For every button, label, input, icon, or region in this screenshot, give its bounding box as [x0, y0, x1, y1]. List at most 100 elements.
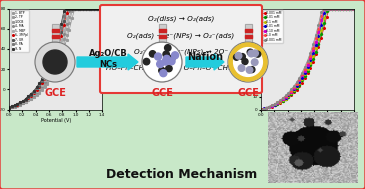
6- 3MPpl [32, 92, 36, 94]
0.001 mM [319, 11, 323, 13]
7- GR [48, 64, 53, 67]
8- PA [70, 7, 74, 10]
2- TP [15, 105, 19, 107]
0.001 mM [275, 103, 280, 105]
0.01 mM [333, 7, 337, 10]
5- MEP [56, 48, 61, 51]
7- GR [89, 7, 93, 10]
0.01 mM [294, 85, 299, 87]
1- BTP [67, 28, 72, 31]
4- MA [29, 95, 33, 98]
0.01 mM [308, 59, 312, 62]
Line: 5- MEP: 5- MEP [8, 8, 103, 108]
2- TP [53, 65, 58, 68]
1- BTP [87, 7, 91, 10]
9- N [37, 82, 42, 84]
0.1 mM [322, 17, 326, 19]
1- BTP [70, 17, 74, 19]
0.1 mM [283, 97, 288, 100]
0.001 mM [272, 104, 277, 106]
Circle shape [154, 53, 162, 60]
2- TP [37, 91, 42, 93]
0.01 mM [341, 7, 345, 10]
Circle shape [229, 43, 267, 81]
4- MA [32, 94, 36, 96]
5- MEP [37, 87, 42, 89]
9- N [65, 7, 69, 10]
2- TP [100, 7, 104, 10]
0.1 mM [327, 7, 332, 10]
7- GR [34, 87, 39, 90]
3-OCB [48, 74, 53, 76]
9- N [97, 7, 101, 10]
5- MEP [40, 84, 44, 86]
0.10 mM [346, 7, 351, 10]
1.0 mM [281, 97, 285, 99]
Bar [158, 29, 165, 32]
0.1 mM [297, 82, 301, 84]
7- GR [97, 7, 101, 10]
3-OCB [15, 103, 19, 106]
0.01 mM [275, 103, 280, 105]
8- PA [59, 27, 64, 29]
0.10 mM [308, 57, 312, 59]
0.1 mM [311, 55, 315, 57]
6- 3MPpl [42, 78, 47, 80]
0.01 mM [283, 98, 288, 100]
1- BTP [62, 47, 66, 49]
0.001 mM [289, 88, 293, 90]
Line: 0.10 mM: 0.10 mM [260, 8, 355, 110]
6- 3MPpl [12, 104, 17, 106]
1- BTP [29, 98, 33, 100]
Bar [51, 29, 58, 32]
7- GR [12, 104, 17, 106]
3-OCB [42, 83, 47, 85]
3-OCB [53, 62, 58, 64]
8- PA [45, 68, 50, 71]
7- GR [32, 91, 36, 93]
5- MEP [75, 7, 80, 10]
0.01 mM [308, 64, 312, 67]
0.001 mM [335, 7, 340, 10]
6- 3MPpl [34, 89, 39, 91]
7- GR [37, 85, 42, 87]
0.10 mM [272, 103, 277, 105]
5- MEP [15, 104, 19, 106]
1.0 mM [286, 93, 291, 95]
4- MA [78, 7, 82, 10]
0.01 mM [267, 106, 271, 108]
0.001 mM [311, 61, 315, 63]
6- 3MPpl [70, 7, 74, 10]
3-OCB [34, 92, 39, 94]
4- MA [15, 104, 19, 106]
9- N [34, 86, 39, 88]
0.001 mM [327, 7, 332, 10]
0.001 mM [264, 106, 269, 109]
0.01 mM [292, 88, 296, 91]
Line: 2- TP: 2- TP [8, 8, 103, 109]
8- PA [95, 7, 99, 10]
0.1 mM [346, 7, 351, 10]
0.001 mM [297, 77, 301, 79]
Circle shape [168, 58, 175, 65]
1- BTP [78, 7, 82, 10]
6- 3MPpl [84, 7, 88, 10]
2- TP [70, 9, 74, 12]
0.10 mM [343, 7, 348, 10]
0.001 mM [308, 52, 312, 54]
Circle shape [242, 59, 248, 64]
8- PA [51, 55, 55, 57]
5- MEP [97, 7, 101, 10]
0.001 mM [330, 7, 334, 10]
3-OCB [23, 100, 28, 102]
0.1 mM [352, 7, 356, 10]
0.01 mM [303, 75, 307, 77]
3-OCB [45, 79, 50, 81]
8- PA [12, 105, 17, 107]
4- MA [40, 85, 44, 87]
7- GR [40, 80, 44, 83]
0.001 mM [316, 23, 320, 26]
0.001 mM [343, 7, 348, 10]
6- 3MPpl [56, 45, 61, 47]
1- BTP [53, 68, 58, 70]
